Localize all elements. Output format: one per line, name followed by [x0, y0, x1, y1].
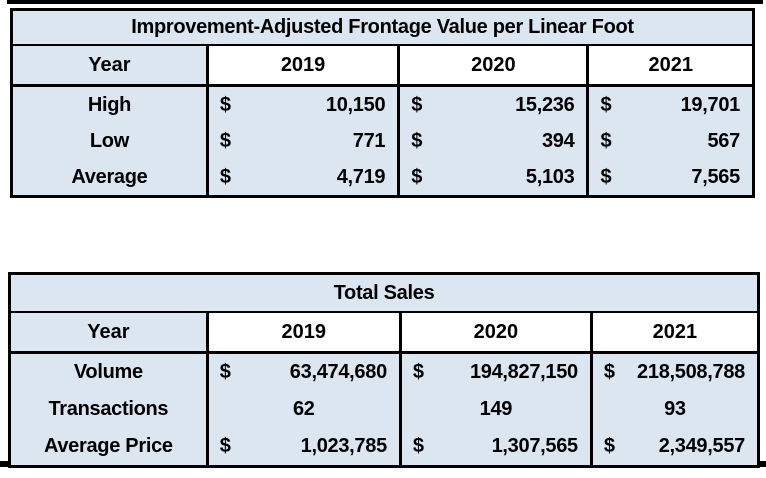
frontage-header-year: Year — [13, 46, 206, 84]
sales-header-2021: 2021 — [589, 313, 757, 351]
cell-value: 7,565 — [691, 165, 740, 188]
frontage-low-2019-cell: $ 771 — [205, 123, 398, 159]
cell-value: 15,236 — [515, 93, 575, 116]
frontage-table-body: High $ 10,150 $ 15,236 $ 19,701 Low $ 77… — [13, 87, 752, 195]
total-sales-header-row: Year 2019 2020 2021 — [11, 313, 757, 354]
frontage-row-label-low: Low — [13, 123, 206, 159]
cell-value: 218,508,788 — [637, 361, 745, 383]
frontage-high-2019-cell: $ 10,150 — [205, 87, 398, 123]
frontage-low-2021-cell: $ 567 — [586, 123, 752, 159]
cell-value: 771 — [352, 129, 386, 152]
sales-transactions-2019-cell: 62 — [205, 391, 399, 428]
cell-value: 93 — [664, 398, 686, 420]
currency-symbol: $ — [412, 361, 424, 383]
total-sales-title: Total Sales — [11, 275, 757, 313]
sales-row-label-transactions: Transactions — [11, 391, 206, 428]
frontage-header-2021: 2021 — [586, 46, 752, 84]
sales-volume-2021-cell: $ 218,508,788 — [589, 354, 757, 391]
frontage-average-2021-cell: $ 7,565 — [586, 159, 752, 195]
currency-symbol: $ — [600, 93, 612, 116]
currency-symbol: $ — [411, 165, 423, 188]
currency-symbol: $ — [603, 361, 615, 383]
cell-value: 19,701 — [680, 93, 741, 116]
currency-symbol: $ — [600, 129, 612, 152]
cell-value: 1,023,785 — [300, 435, 388, 457]
frontage-header-2019: 2019 — [205, 46, 398, 84]
sales-transactions-2020-cell: 149 — [398, 391, 590, 428]
sales-avgprice-2019-cell: $ 1,023,785 — [205, 428, 399, 465]
currency-symbol: $ — [412, 435, 424, 457]
cell-value: 149 — [479, 398, 513, 420]
frontage-value-table: Improvement-Adjusted Frontage Value per … — [10, 8, 755, 198]
currency-symbol: $ — [219, 361, 231, 383]
cell-value: 567 — [707, 129, 740, 152]
sales-volume-2019-cell: $ 63,474,680 — [205, 354, 399, 391]
sales-header-2020: 2020 — [398, 313, 590, 351]
frontage-row-label-high: High — [13, 87, 206, 123]
currency-symbol: $ — [603, 435, 615, 457]
currency-symbol: $ — [600, 165, 612, 188]
frontage-header-2020: 2020 — [397, 46, 587, 84]
frontage-low-2020-cell: $ 394 — [397, 123, 587, 159]
total-sales-table: Total Sales Year 2019 2020 2021 Volume $… — [8, 272, 760, 468]
total-sales-body: Volume $ 63,474,680 $ 194,827,150 $ 218,… — [11, 354, 757, 465]
sales-row-label-volume: Volume — [11, 354, 206, 391]
crop-border-artifact-top — [7, 0, 763, 4]
frontage-row-label-average: Average — [13, 159, 206, 195]
cell-value: 5,103 — [525, 165, 575, 188]
frontage-high-2021-cell: $ 19,701 — [586, 87, 752, 123]
frontage-average-2020-cell: $ 5,103 — [397, 159, 587, 195]
sales-avgprice-2020-cell: $ 1,307,565 — [398, 428, 590, 465]
cell-value: 2,349,557 — [658, 435, 746, 457]
cell-value: 62 — [292, 398, 315, 420]
cell-value: 4,719 — [336, 165, 386, 188]
frontage-average-2019-cell: $ 4,719 — [205, 159, 398, 195]
frontage-table-title: Improvement-Adjusted Frontage Value per … — [13, 11, 752, 46]
currency-symbol: $ — [219, 93, 231, 116]
cell-value: 394 — [541, 129, 575, 152]
currency-symbol: $ — [411, 129, 423, 152]
cell-value: 1,307,565 — [491, 435, 579, 457]
sales-transactions-2021-cell: 93 — [589, 391, 757, 428]
sales-row-label-average-price: Average Price — [11, 428, 206, 465]
sales-avgprice-2021-cell: $ 2,349,557 — [589, 428, 757, 465]
currency-symbol: $ — [411, 93, 423, 116]
currency-symbol: $ — [219, 435, 231, 457]
sales-volume-2020-cell: $ 194,827,150 — [398, 354, 590, 391]
sales-header-year: Year — [11, 313, 206, 351]
currency-symbol: $ — [219, 129, 231, 152]
cell-value: 194,827,150 — [469, 361, 578, 383]
currency-symbol: $ — [219, 165, 231, 188]
frontage-high-2020-cell: $ 15,236 — [397, 87, 587, 123]
cell-value: 63,474,680 — [289, 361, 387, 383]
cell-value: 10,150 — [325, 93, 386, 116]
sales-header-2019: 2019 — [205, 313, 399, 351]
frontage-table-header-row: Year 2019 2020 2021 — [13, 46, 752, 87]
